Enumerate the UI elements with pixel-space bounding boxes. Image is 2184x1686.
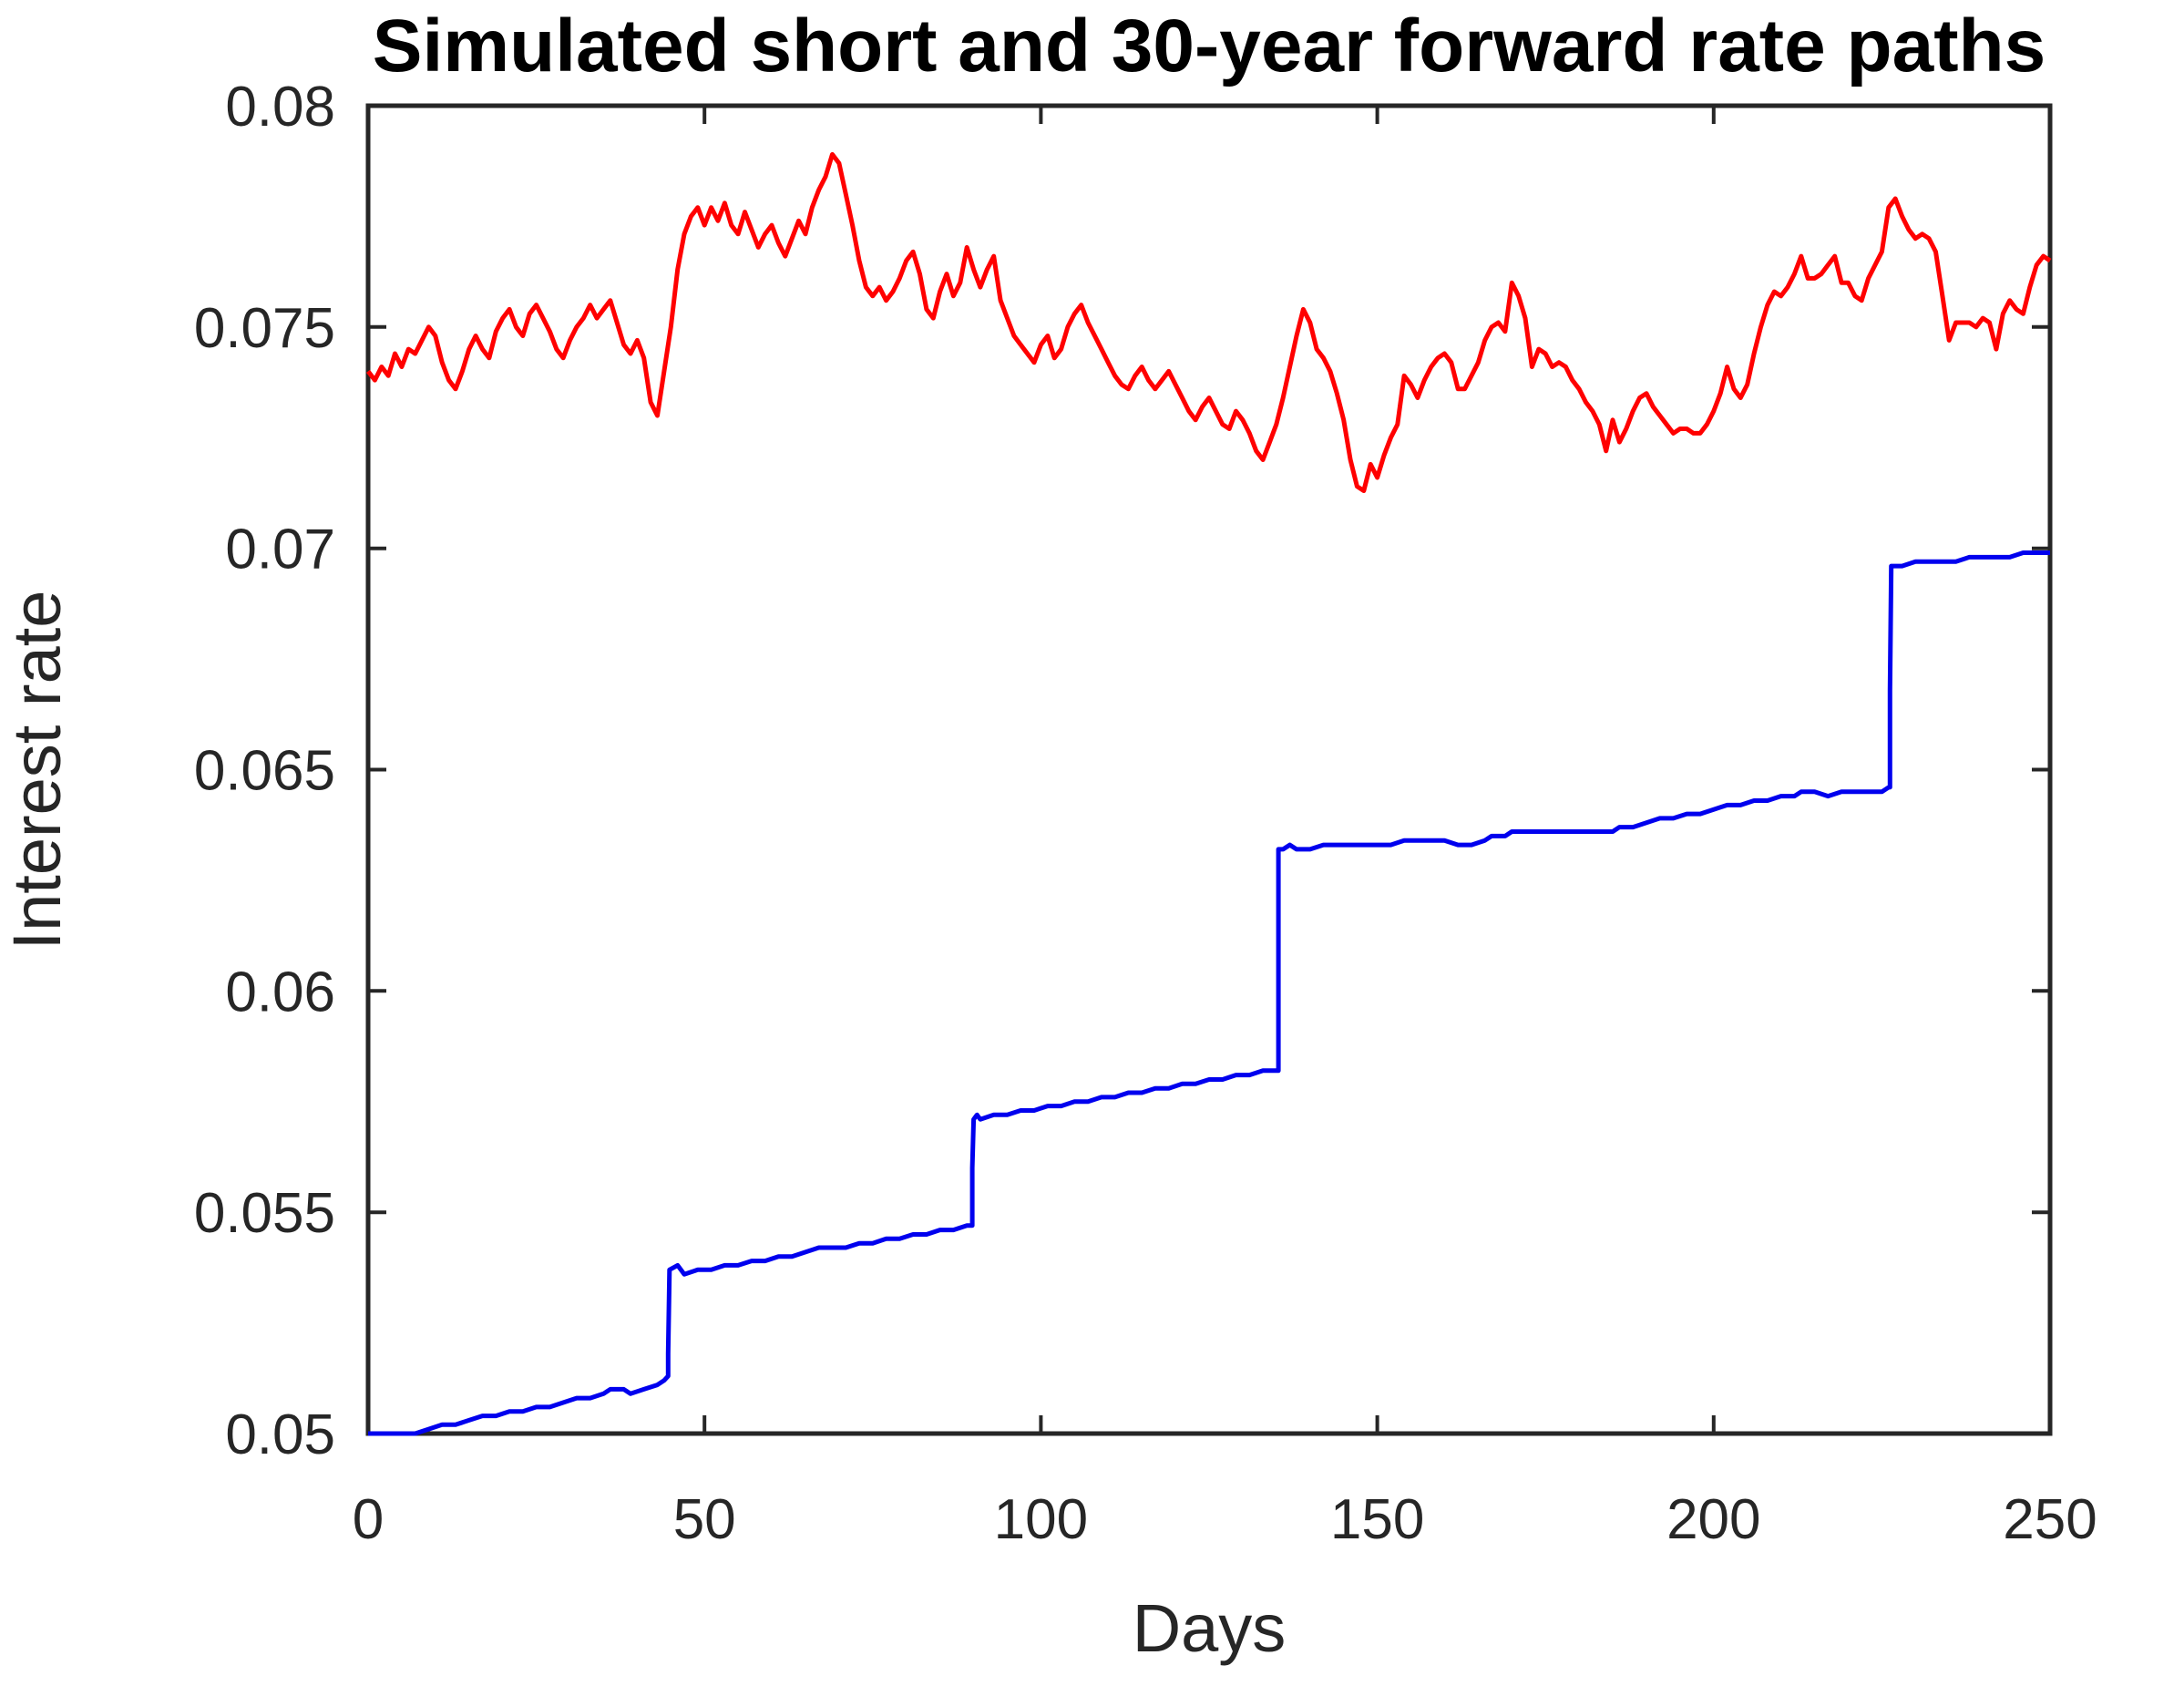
x-tick-label: 50 bbox=[673, 1488, 736, 1551]
x-axis-label: Days bbox=[1133, 1590, 1287, 1666]
y-tick-label: 0.05 bbox=[225, 1403, 335, 1466]
x-tick-label: 0 bbox=[353, 1488, 384, 1551]
x-tick-label: 100 bbox=[994, 1488, 1088, 1551]
chart-title: Simulated short and 30-year forward rate… bbox=[373, 5, 2046, 87]
axis-tick-labels: 0 50 100 150 200 250 0.05 0.055 0.06 0.065 0.07 0.0… bbox=[194, 76, 2097, 1551]
y-tick-label: 0.06 bbox=[225, 961, 335, 1023]
forward-rate-red-line bbox=[366, 151, 2052, 493]
y-tick-label: 0.08 bbox=[225, 76, 335, 139]
x-tick-label: 250 bbox=[2003, 1488, 2097, 1551]
y-tick-label: 0.075 bbox=[194, 297, 335, 360]
short-rate-blue-line bbox=[368, 550, 2050, 1436]
y-axis-label: Interest rate bbox=[0, 591, 75, 951]
y-tick-label: 0.065 bbox=[194, 740, 335, 803]
y-tick-label: 0.07 bbox=[225, 519, 335, 581]
y-tick-label: 0.055 bbox=[194, 1182, 335, 1245]
x-tick-label: 200 bbox=[1666, 1488, 1760, 1551]
axes-box bbox=[365, 103, 2053, 1436]
series-lines bbox=[366, 151, 2052, 1436]
x-tick-label: 150 bbox=[1330, 1488, 1424, 1551]
axis-ticks bbox=[366, 104, 2052, 1435]
